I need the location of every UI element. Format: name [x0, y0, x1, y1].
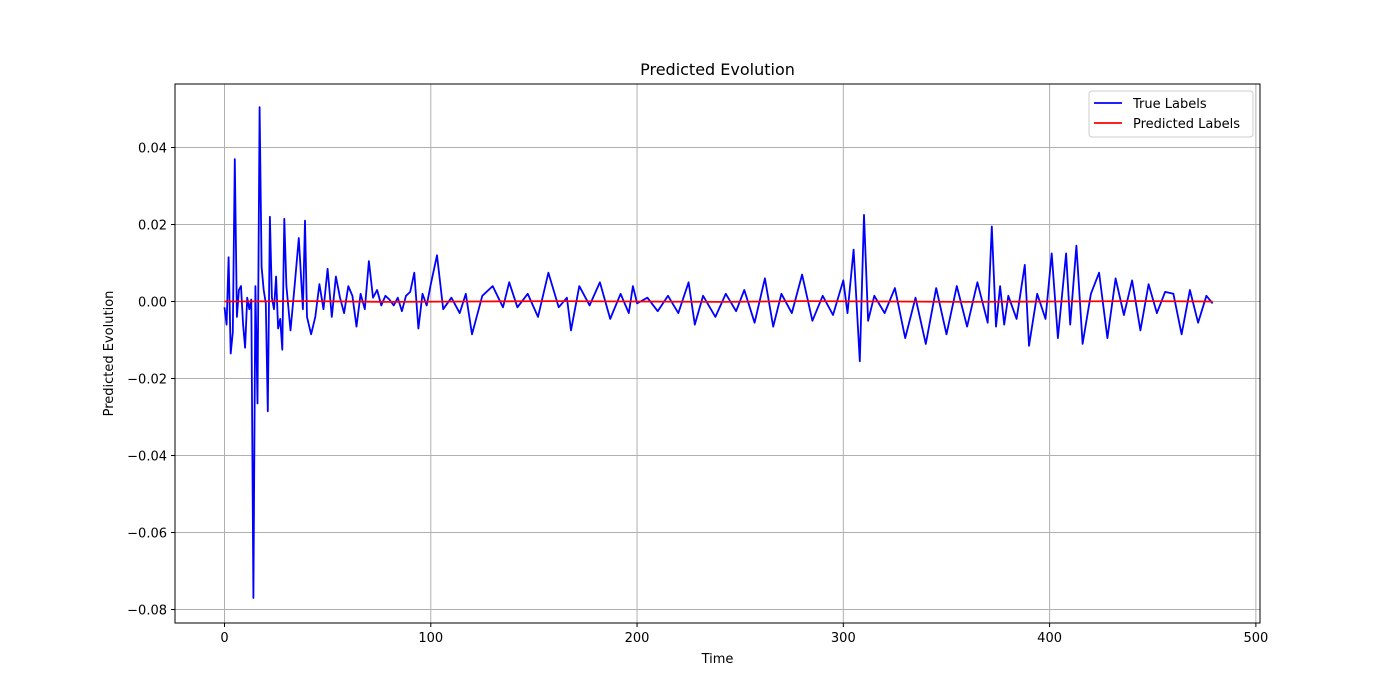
legend-box [1088, 90, 1254, 138]
y-tick-label: 0.02 [138, 219, 167, 234]
x-tick-label: 500 [1243, 631, 1268, 646]
x-tick-label: 400 [1037, 631, 1062, 646]
plot-frame [174, 83, 1261, 624]
series-layer [223, 106, 1214, 599]
series-line-true-labels [223, 106, 1214, 599]
y-tick-label: 0.00 [138, 296, 167, 311]
legend-label: True Labels [1132, 97, 1207, 112]
y-axis-ticks: −0.08 −0.06 −0.04 −0.02 0.00 0.02 0.04 [127, 142, 175, 619]
legend: True Labels Predicted Labels [1088, 90, 1254, 138]
chart-title: Predicted Evolution [640, 60, 795, 79]
y-axis-label: Predicted Evolution [102, 291, 117, 417]
x-axis-label: Time [701, 652, 734, 667]
y-tick-label: −0.08 [127, 604, 167, 619]
y-tick-label: 0.04 [138, 142, 167, 157]
y-tick-label: −0.02 [127, 373, 167, 388]
series-line-predicted-labels [224, 300, 1213, 303]
y-tick-label: −0.04 [127, 450, 167, 465]
legend-label: Predicted Labels [1133, 117, 1240, 132]
x-tick-label: 300 [831, 631, 856, 646]
x-tick-label: 200 [625, 631, 650, 646]
x-tick-label: 100 [418, 631, 443, 646]
x-axis-ticks: 0 100 200 300 400 500 [220, 623, 1268, 646]
x-tick-label: 0 [220, 631, 228, 646]
y-tick-label: −0.06 [127, 527, 167, 542]
